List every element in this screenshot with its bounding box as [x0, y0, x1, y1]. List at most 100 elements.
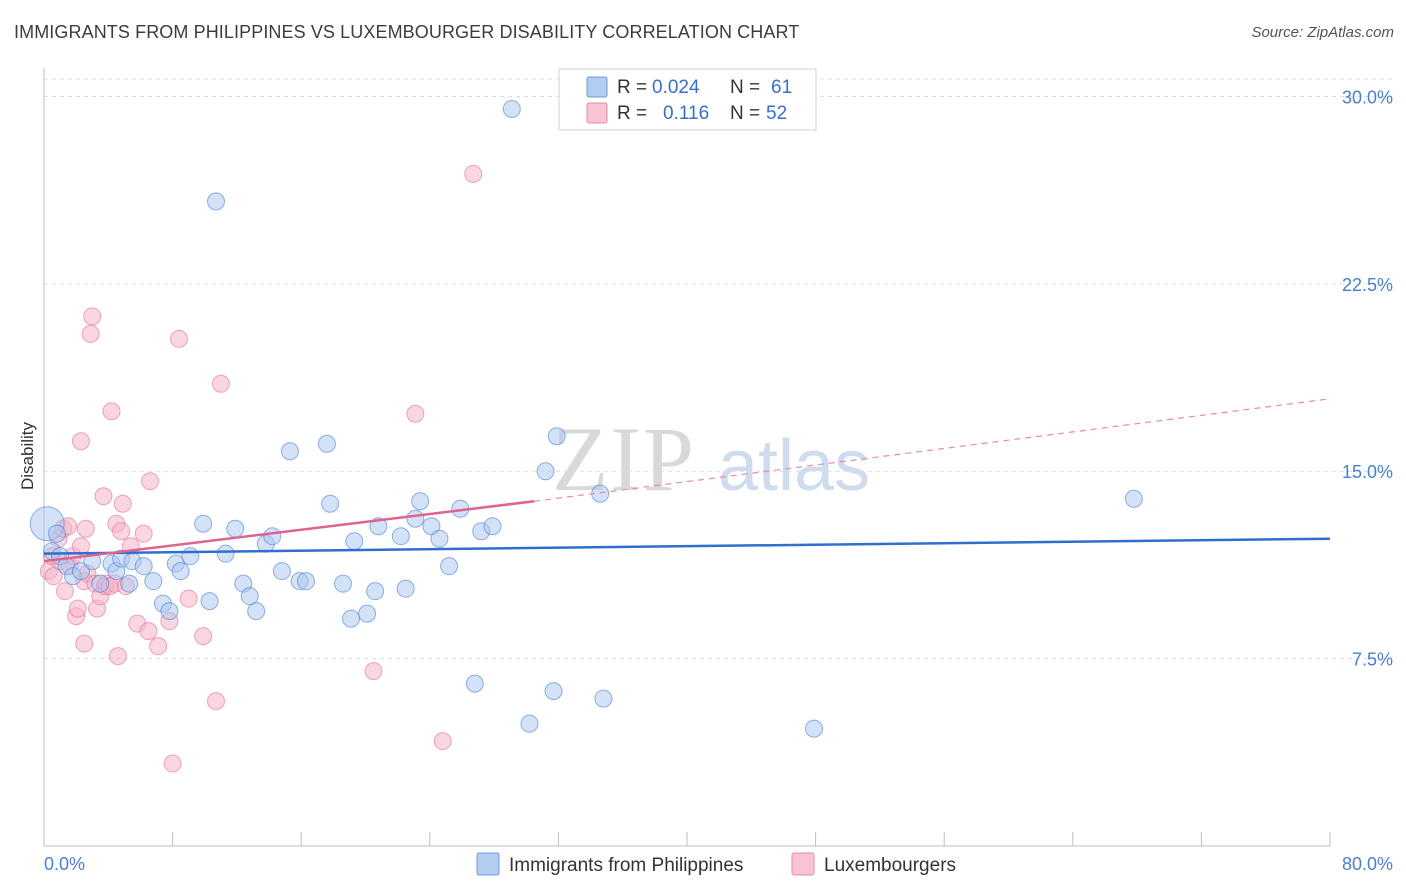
luxembourgers-point-13 — [71, 432, 90, 451]
luxembourgers-point-45 — [207, 692, 226, 711]
philippines-point-15 — [144, 572, 163, 591]
philippines-point-48 — [430, 529, 449, 548]
luxembourgers-point-44 — [194, 627, 213, 646]
legend-n-value-2: 52 — [766, 103, 787, 124]
philippines-point-24 — [216, 544, 235, 563]
philippines-point-2 — [47, 524, 66, 543]
philippines-point-62 — [1124, 489, 1143, 508]
philippines-point-45 — [406, 509, 425, 528]
philippines-point-49 — [440, 557, 459, 576]
luxembourgers-point-32 — [113, 494, 132, 513]
legend-r-value-2: 0.116 — [663, 103, 709, 124]
philippines-point-19 — [171, 562, 190, 581]
series-legend-swatch-luxembourgers — [791, 852, 815, 876]
luxembourgers-point-27 — [102, 402, 121, 421]
y-tick-label-0: 7.5% — [1352, 650, 1393, 670]
gridlines — [44, 78, 1393, 660]
luxembourgers-point-19 — [83, 307, 102, 326]
y-axis-label: Disability — [18, 421, 37, 490]
philippines-point-35 — [317, 434, 336, 453]
legend-swatch-luxembourgers — [586, 102, 608, 124]
philippines-point-40 — [358, 604, 377, 623]
philippines-point-25 — [226, 519, 245, 538]
philippines-point-55 — [520, 714, 539, 733]
philippines-point-37 — [333, 574, 352, 593]
luxembourgers-point-41 — [163, 754, 182, 773]
luxembourgers-point-18 — [81, 324, 100, 343]
stats-legend: R = 0.024 N = 61 R = 0.116 N = 52 — [558, 68, 817, 131]
luxembourgers-trend-extension — [534, 398, 1331, 502]
philippines-point-43 — [391, 527, 410, 546]
y-tick-label-3: 30.0% — [1342, 87, 1393, 107]
x-tick-label-max: 80.0% — [1342, 854, 1393, 874]
philippines-trend-line — [43, 537, 1331, 555]
philippines-point-39 — [345, 532, 364, 551]
legend-r-label-1: R = — [617, 77, 647, 98]
luxembourgers-point-15 — [75, 634, 94, 653]
philippines-point-36 — [321, 494, 340, 513]
philippines-point-60 — [594, 689, 613, 708]
philippines-point-22 — [200, 592, 219, 611]
watermark-atlas: atlas — [718, 426, 870, 506]
series-legend: Immigrants from Philippines Luxembourger… — [476, 852, 956, 876]
legend-swatch-philippines — [586, 76, 608, 98]
philippines-point-28 — [247, 602, 266, 621]
chart-title: IMMIGRANTS FROM PHILIPPINES VS LUXEMBOUR… — [14, 22, 800, 42]
x-ticks — [43, 832, 1331, 846]
philippines-point-58 — [547, 427, 566, 446]
series-legend-swatch-philippines — [476, 852, 500, 876]
luxembourgers-point-42 — [170, 329, 189, 348]
philippines-point-53 — [483, 517, 502, 536]
luxembourgers-point-6 — [55, 582, 74, 601]
trend-lines — [43, 398, 1331, 563]
philippines-point-27 — [240, 587, 259, 606]
luxembourgers-point-39 — [149, 637, 168, 656]
luxembourgers-trend-line — [43, 499, 535, 563]
source-credit: Source: ZipAtlas.com — [1251, 24, 1394, 41]
y-tick-label-2: 22.5% — [1342, 275, 1393, 295]
philippines-point-23 — [207, 192, 226, 211]
luxembourgers-point-48 — [406, 404, 425, 423]
philippines-point-51 — [465, 674, 484, 693]
philippines-point-14 — [134, 557, 153, 576]
luxembourgers-point-38 — [141, 472, 160, 491]
philippines-point-44 — [396, 579, 415, 598]
philippines-point-56 — [536, 462, 555, 481]
luxembourgers-point-30 — [108, 647, 127, 666]
philippines-point-6 — [71, 562, 90, 581]
philippines-point-54 — [502, 99, 521, 118]
philippines-point-61 — [804, 719, 823, 738]
luxembourgers-point-12 — [71, 537, 90, 556]
philippines-points — [29, 99, 1143, 738]
luxembourgers-point-23 — [94, 487, 113, 506]
philippines-point-21 — [194, 514, 213, 533]
luxembourgers-point-49 — [433, 732, 452, 751]
watermark: ZIP atlas — [552, 408, 870, 510]
luxembourgers-point-46 — [211, 374, 230, 393]
luxembourgers-point-43 — [179, 589, 198, 608]
luxembourgers-point-2 — [44, 567, 63, 586]
philippines-point-17 — [160, 602, 179, 621]
legend-n-value-1: 61 — [771, 77, 792, 98]
philippines-point-20 — [181, 547, 200, 566]
luxembourgers-point-37 — [139, 622, 158, 641]
luxembourgers-point-50 — [464, 164, 483, 183]
philippines-point-30 — [263, 527, 282, 546]
series-legend-label-luxembourgers: Luxembourgers — [824, 855, 956, 876]
legend-n-label-2: N = — [730, 103, 760, 124]
legend-r-label-2: R = — [617, 103, 647, 124]
watermark-zip: ZIP — [552, 408, 696, 510]
luxembourgers-point-11 — [68, 599, 87, 618]
philippines-point-12 — [120, 574, 139, 593]
luxembourgers-points — [39, 164, 483, 773]
series-legend-label-philippines: Immigrants from Philippines — [509, 855, 743, 876]
luxembourgers-point-47 — [364, 662, 383, 681]
x-tick-label-min: 0.0% — [44, 854, 85, 874]
philippines-point-8 — [91, 574, 110, 593]
luxembourgers-point-31 — [112, 522, 131, 541]
philippines-point-38 — [342, 609, 361, 628]
luxembourgers-point-16 — [76, 519, 95, 538]
luxembourgers-point-36 — [134, 524, 153, 543]
y-tick-label-1: 15.0% — [1342, 462, 1393, 482]
